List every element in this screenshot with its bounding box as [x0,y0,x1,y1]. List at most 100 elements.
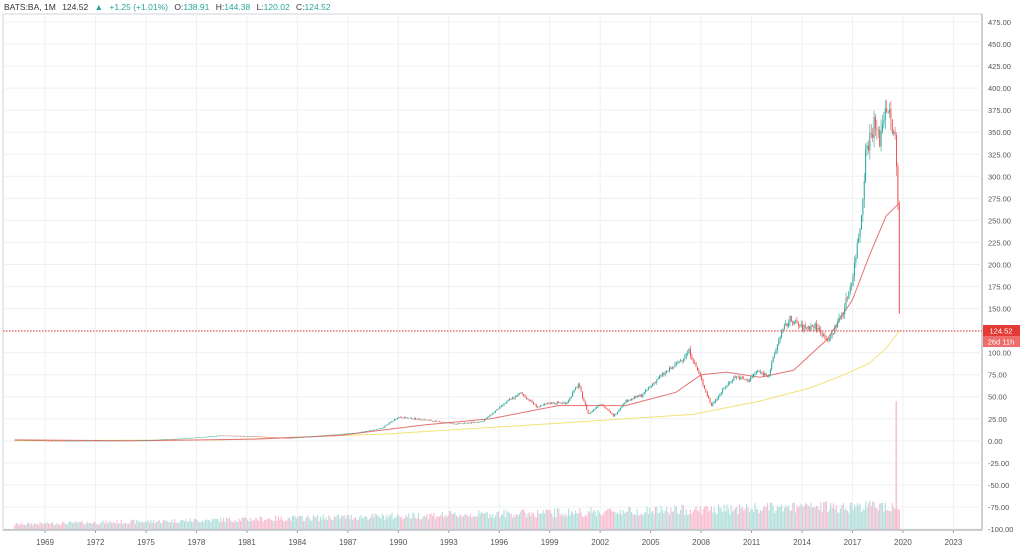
volume-bar [789,510,791,529]
candle-body [112,440,114,442]
volume-bar [698,511,700,529]
volume-bar [696,510,699,529]
candle-body [734,376,736,378]
volume-bar [91,523,93,529]
candle-body [256,436,258,437]
candle-body [783,325,785,329]
volume-bar [19,524,21,529]
candle-body [821,334,823,337]
volume-bar [855,507,857,529]
symbol-label[interactable]: BATS:BA, 1M [4,2,56,12]
candle-body [650,385,652,387]
volume-bar [230,520,232,529]
candle-body [329,434,331,436]
volume-bar [771,502,773,529]
volume-bar [282,519,284,529]
x-tick-label: 2023 [945,538,963,547]
volume-bar [577,513,579,529]
volume-bar [253,520,256,529]
candle-body [432,420,434,422]
volume-bar [556,508,558,529]
volume-bar [744,508,746,529]
volume-bar [530,515,532,529]
volume-bar [32,525,34,529]
candle-body [619,408,621,410]
candle-body [545,404,547,405]
volume-bar [545,509,547,529]
volume-bar [412,512,414,529]
candle-body [183,438,185,439]
candle-body [115,440,117,442]
candle-body [127,440,129,442]
volume-bar [357,520,359,529]
candle-body [779,337,781,341]
candle-body [310,436,312,438]
volume-bar [534,516,536,529]
volume-bar [574,510,577,529]
volume-bar [727,508,729,529]
candle-body [370,430,372,431]
volume-bar [75,521,78,529]
volume-bar [108,521,110,529]
volume-bar [204,519,207,529]
candle-body [544,404,546,405]
volume-bar [570,511,572,529]
candle-body [563,402,565,404]
volume-bar [737,513,739,529]
candle-body [581,391,583,399]
candle-body [319,435,321,437]
volume-bar [175,522,177,529]
volume-bar [615,513,617,529]
volume-bar [396,514,399,529]
candle-body [472,422,474,423]
volume-bar [54,524,57,529]
volume-bar [109,521,111,529]
volume-bar [626,511,628,529]
candle-body [366,430,368,432]
candle-body [667,371,669,372]
candle-body [436,420,438,422]
candle-body [345,433,347,435]
candle-body [460,423,462,424]
candle-body [60,440,62,442]
volume-bar [591,512,593,529]
candle-body [605,407,607,410]
volume-bar [583,516,585,529]
candle-body [755,371,757,374]
volume-bar [646,506,648,529]
volume-bar [880,503,882,529]
volume-bar [589,512,591,529]
volume-bar [730,505,732,529]
y-tick-label: 450.00 [988,40,1011,49]
candle-body [70,440,72,442]
volume-bar [604,510,606,529]
candle-body [248,436,250,437]
candle-body [583,398,585,402]
candle-body [297,437,299,438]
volume-bar [33,523,35,529]
volume-bar [541,513,543,529]
volume-bar [256,519,258,529]
volume-bar [403,518,406,529]
candle-body [838,317,840,323]
candle-body [852,275,854,285]
volume-bar [241,517,243,529]
candle-body [542,404,544,406]
volume-bar [748,512,750,529]
volume-bar [300,515,302,529]
volume-bar [122,523,124,529]
candle-body [802,324,804,331]
volume-bar [546,509,549,529]
candle-body [67,440,69,442]
candle-body [66,440,68,442]
volume-bar [888,511,891,529]
candle-body [246,436,248,437]
candle-body [227,435,229,437]
volume-bar [802,507,804,529]
candle-body [38,440,40,442]
volume-bar [531,512,533,529]
volume-bar [852,509,854,529]
volume-bar [426,514,428,529]
candle-body [371,430,373,431]
